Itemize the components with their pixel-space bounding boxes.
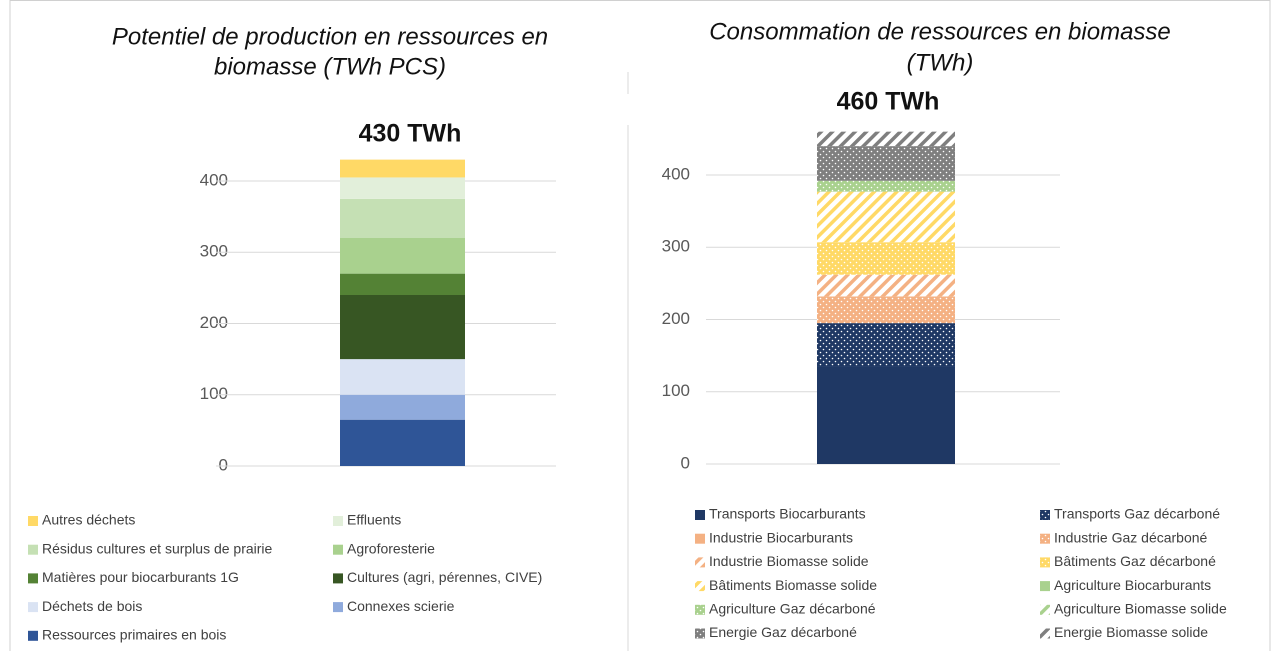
legend-label: Transports Biocarburants [709,506,866,522]
bar-segment [340,177,465,199]
legend-label: Energie Biomasse solide [1054,624,1208,640]
y-tick-label: 100 [662,381,690,400]
legend-swatch [695,557,705,568]
legend-label: Bâtiments Biomasse solide [709,577,877,593]
legend-swatch [333,602,343,613]
total-label: 430 TWh [359,120,462,148]
bar-segment [340,238,465,274]
bar-segment [817,323,955,367]
legend-label: Effluents [347,512,401,528]
bar-segment [340,359,465,395]
legend-swatch [28,602,38,613]
legend-swatch [1040,628,1050,639]
y-tick-label: 0 [219,455,228,474]
bar-segment [340,295,465,360]
frame [9,0,1271,651]
bar-segment [817,131,955,147]
legend-label: Transports Gaz décarboné [1054,506,1220,522]
legend-swatch [695,628,705,639]
legend-swatch [28,544,38,555]
legend-label: Connexes scierie [347,598,455,614]
legend-swatch [1040,510,1050,520]
chart-title: (TWh) [907,49,974,76]
chart-title: biomasse (TWh PCS) [214,53,446,80]
bar-segment [817,296,955,324]
y-tick-label: 400 [662,164,690,183]
legend-label: Déchets de bois [42,598,142,614]
bar-segment [340,159,465,178]
legend-swatch [333,516,343,526]
y-tick-label: 200 [662,309,690,328]
y-tick-label: 0 [681,453,690,472]
legend-swatch [333,544,343,555]
legend-swatch [1040,604,1050,615]
bar-segment [817,191,955,243]
bar-segment [340,419,465,466]
legend-swatch [695,604,705,615]
legend-swatch [28,573,38,584]
legend-swatch [28,516,38,526]
legend-label: Ressources primaires en bois [42,627,226,643]
legend-swatch [28,630,38,641]
y-tick-label: 300 [662,237,690,256]
legend-label: Cultures (agri, pérennes, CIVE) [347,569,542,585]
legend-label: Agriculture Gaz décarboné [709,601,876,617]
legend-label: Energie Gaz décarboné [709,624,857,640]
legend-swatch [333,573,343,584]
bar-segment [340,198,465,238]
bar-segment [817,146,955,181]
legend-label: Agriculture Biomasse solide [1054,601,1227,617]
legend-label: Industrie Biocarburants [709,529,853,545]
chart-title: Consommation de ressources en biomasse [709,18,1171,45]
bar-segment [340,394,465,420]
bar-segment [817,180,955,192]
bar-segment [340,273,465,295]
legend-label: Industrie Gaz décarboné [1054,529,1208,545]
legend-swatch [1040,557,1050,568]
bar-segment [817,366,955,464]
legend-label: Agroforesterie [347,540,435,556]
bar-segment [817,242,955,275]
legend-label: Autres déchets [42,512,135,528]
legend-label: Industrie Biomasse solide [709,553,869,569]
legend-swatch [695,533,705,544]
y-tick-label: 300 [200,242,228,261]
legend-label: Matières pour biocarburants 1G [42,569,239,585]
y-tick-label: 100 [200,384,228,403]
y-tick-label: 400 [200,170,228,189]
legend-label: Résidus cultures et surplus de prairie [42,540,273,556]
legend-label: Bâtiments Gaz décarboné [1054,553,1216,569]
legend-swatch [695,581,705,592]
y-tick-label: 200 [200,313,228,332]
legend-label: Agriculture Biocarburants [1054,577,1211,593]
total-label: 460 TWh [837,88,940,116]
bar-segment [817,274,955,297]
legend-swatch [1040,533,1050,544]
legend-swatch [1040,581,1050,592]
legend-swatch [695,510,705,520]
chart-title: Potentiel de production en ressources en [112,23,548,50]
